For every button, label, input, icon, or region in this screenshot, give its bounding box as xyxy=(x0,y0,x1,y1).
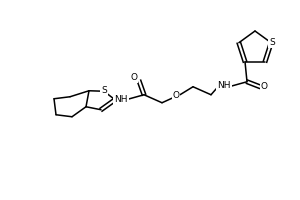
Text: O: O xyxy=(260,82,268,91)
Text: O: O xyxy=(172,91,179,100)
Text: NH: NH xyxy=(114,95,128,104)
Text: NH: NH xyxy=(217,81,231,90)
Text: S: S xyxy=(269,38,275,47)
Text: S: S xyxy=(101,86,107,95)
Text: O: O xyxy=(130,73,137,82)
